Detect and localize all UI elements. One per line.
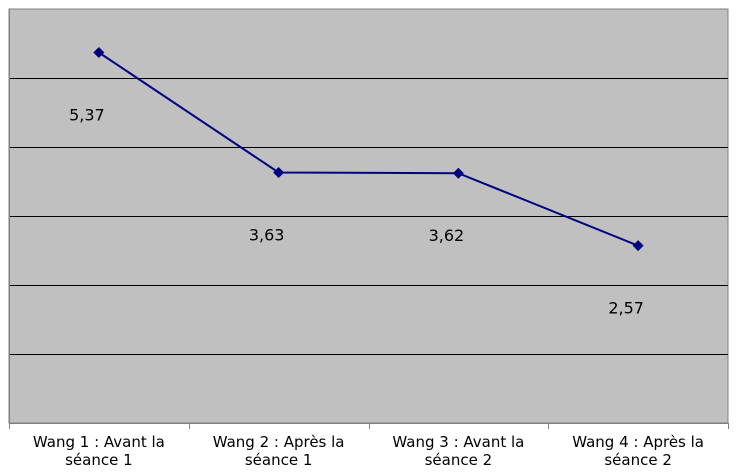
x-tick-label: Wang 1 : Avant la séance 1 bbox=[33, 433, 165, 469]
x-tick-label-line: séance 2 bbox=[604, 451, 672, 469]
data-label: 2,57 bbox=[608, 299, 644, 318]
x-tick-label-line: Wang 1 : Avant la bbox=[33, 433, 165, 451]
x-tick-label-line: séance 1 bbox=[245, 451, 313, 469]
gridlines bbox=[9, 78, 728, 355]
axes bbox=[9, 9, 729, 429]
x-tick-label-line: Wang 3 : Avant la bbox=[392, 433, 524, 451]
x-tick-label: Wang 3 : Avant la séance 2 bbox=[392, 433, 524, 469]
series-group bbox=[93, 46, 644, 252]
data-label: 5,37 bbox=[69, 105, 105, 124]
data-labels: 5,37 3,63 3,62 2,57 bbox=[69, 105, 644, 317]
x-tick-label: Wang 2 : Après la séance 1 bbox=[213, 433, 345, 469]
data-point-marker bbox=[93, 46, 105, 58]
x-tick-label-line: Wang 4 : Après la bbox=[572, 433, 704, 451]
data-point-marker bbox=[452, 167, 464, 179]
x-tick-label: Wang 4 : Après la séance 2 bbox=[572, 433, 704, 469]
x-tick-label-line: Wang 2 : Après la bbox=[213, 433, 345, 451]
x-tick-label-line: séance 1 bbox=[65, 451, 133, 469]
data-point-marker bbox=[273, 167, 285, 179]
data-label: 3,63 bbox=[249, 226, 285, 245]
data-label: 3,62 bbox=[429, 226, 465, 245]
series-line bbox=[98, 51, 639, 247]
x-tick-label-line: séance 2 bbox=[425, 451, 493, 469]
data-point-marker bbox=[632, 240, 644, 252]
